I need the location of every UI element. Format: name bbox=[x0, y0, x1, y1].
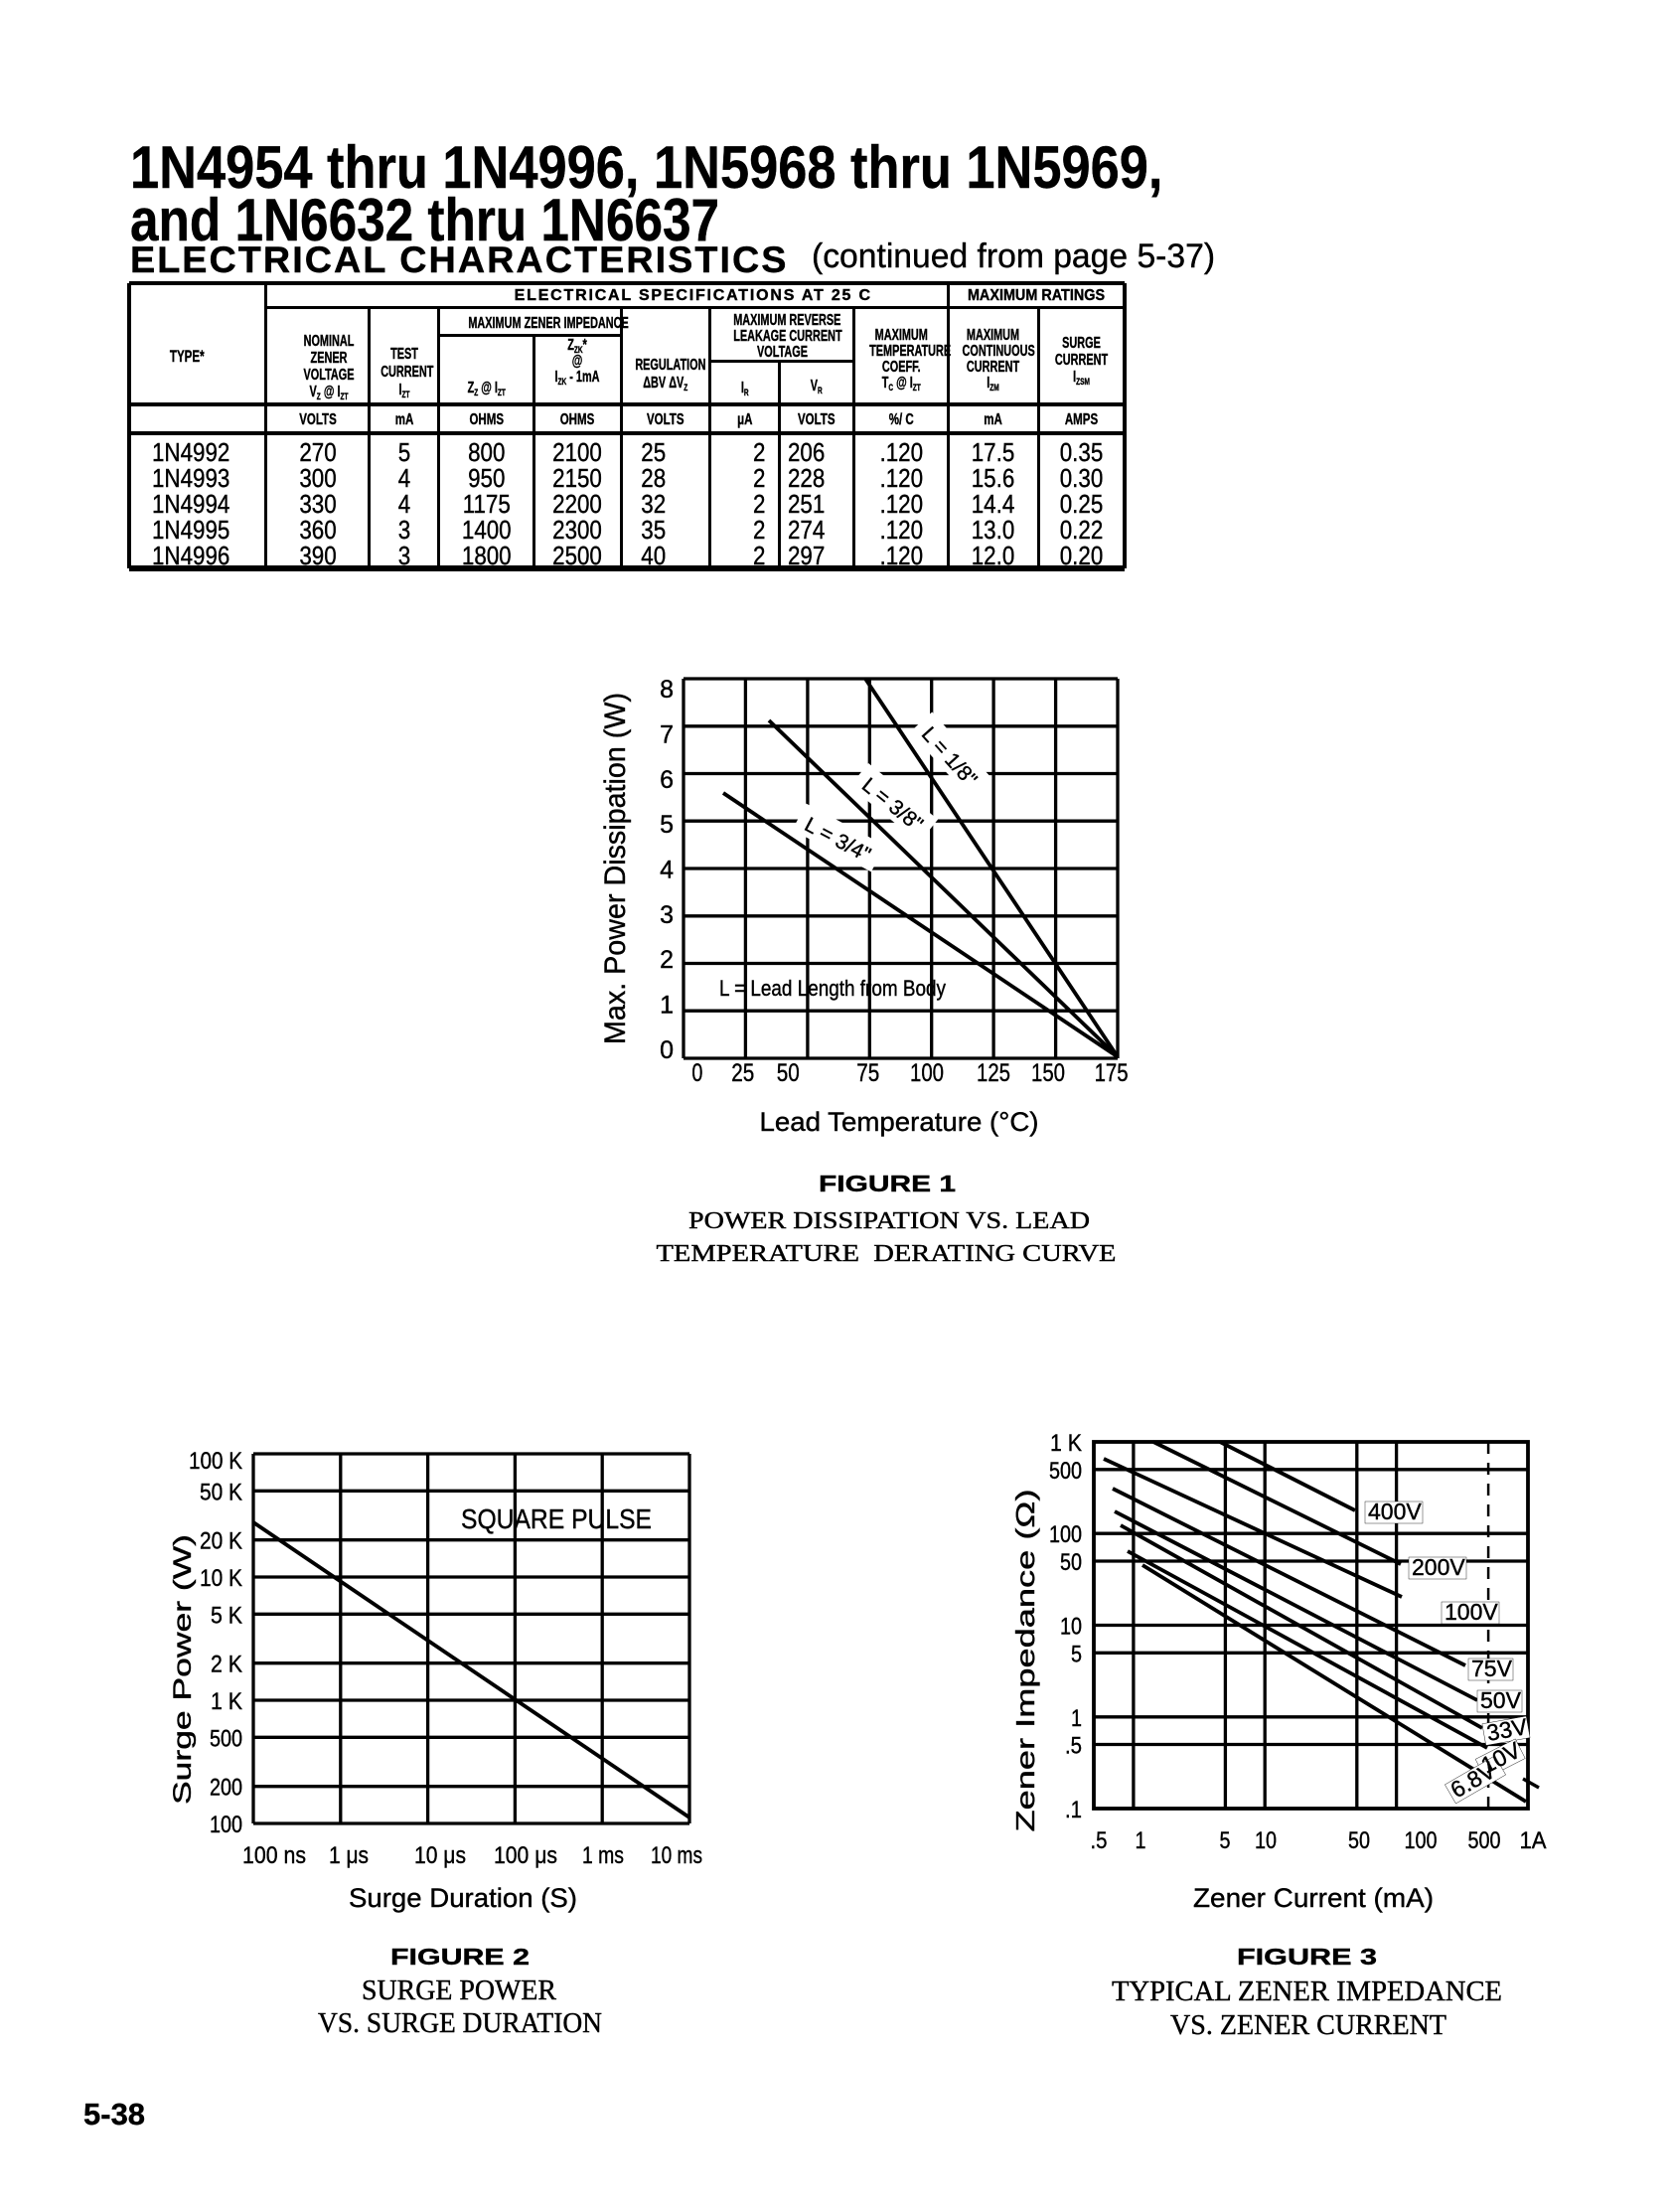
svg-text:.5: .5 bbox=[1091, 1827, 1108, 1854]
svg-text:1 K: 1 K bbox=[211, 1688, 242, 1715]
svg-text:5: 5 bbox=[660, 811, 674, 839]
svg-text:200: 200 bbox=[210, 1775, 242, 1802]
svg-text:2 K: 2 K bbox=[211, 1652, 242, 1678]
svg-text:1 μs: 1 μs bbox=[329, 1842, 369, 1869]
svg-text:SQUARE PULSE: SQUARE PULSE bbox=[461, 1503, 652, 1534]
svg-text:100 K: 100 K bbox=[189, 1448, 242, 1475]
svg-text:Surge Duration (S): Surge Duration (S) bbox=[349, 1883, 577, 1913]
svg-text:50V: 50V bbox=[1480, 1687, 1522, 1713]
svg-text:100 ns: 100 ns bbox=[242, 1842, 306, 1869]
svg-text:8: 8 bbox=[660, 676, 674, 704]
svg-text:175: 175 bbox=[1095, 1059, 1129, 1087]
svg-text:Max. Power Dissipation (W): Max. Power Dissipation (W) bbox=[599, 693, 632, 1044]
svg-text:TYPICAL ZENER IMPEDANCE: TYPICAL ZENER IMPEDANCE bbox=[1112, 1976, 1502, 2007]
svg-text:VS. ZENER CURRENT: VS. ZENER CURRENT bbox=[1170, 2010, 1446, 2041]
svg-text:1 K: 1 K bbox=[1050, 1430, 1082, 1457]
svg-text:25: 25 bbox=[731, 1059, 754, 1087]
svg-text:1A: 1A bbox=[1520, 1827, 1547, 1854]
svg-text:125: 125 bbox=[977, 1059, 1010, 1087]
svg-text:TEMPERATURE DERATING CURVE: TEMPERATURE DERATING CURVE bbox=[657, 1241, 1117, 1267]
svg-text:100: 100 bbox=[210, 1812, 242, 1838]
svg-text:1: 1 bbox=[1136, 1827, 1146, 1854]
svg-text:0: 0 bbox=[660, 1036, 674, 1064]
svg-text:10 μs: 10 μs bbox=[414, 1842, 466, 1869]
svg-text:100: 100 bbox=[910, 1059, 944, 1087]
svg-text:.1: .1 bbox=[1065, 1797, 1082, 1823]
svg-text:150: 150 bbox=[1031, 1059, 1065, 1087]
svg-text:50: 50 bbox=[1348, 1827, 1370, 1854]
svg-text:L = Lead Length from Body: L = Lead Length from Body bbox=[719, 976, 946, 1001]
svg-text:VS. SURGE DURATION: VS. SURGE DURATION bbox=[318, 2008, 602, 2039]
svg-text:FIGURE 3: FIGURE 3 bbox=[1237, 1944, 1377, 1970]
svg-text:4: 4 bbox=[660, 857, 674, 884]
svg-text:Zener Current (mA): Zener Current (mA) bbox=[1193, 1883, 1434, 1913]
svg-text:5: 5 bbox=[1071, 1641, 1082, 1667]
svg-text:20 K: 20 K bbox=[200, 1528, 242, 1555]
svg-text:FIGURE 2: FIGURE 2 bbox=[390, 1944, 530, 1970]
svg-text:400V: 400V bbox=[1368, 1499, 1422, 1524]
svg-text:500: 500 bbox=[1468, 1827, 1501, 1854]
svg-text:3: 3 bbox=[660, 901, 674, 929]
svg-text:100: 100 bbox=[1405, 1827, 1438, 1854]
svg-text:100 μs: 100 μs bbox=[494, 1842, 557, 1869]
svg-text:50: 50 bbox=[1060, 1549, 1082, 1576]
svg-text:2: 2 bbox=[660, 946, 674, 974]
svg-text:1: 1 bbox=[660, 992, 674, 1020]
svg-text:50: 50 bbox=[777, 1059, 800, 1087]
svg-text:75V: 75V bbox=[1471, 1656, 1513, 1681]
svg-text:6: 6 bbox=[660, 766, 674, 794]
svg-text:Surge Power (W): Surge Power (W) bbox=[169, 1534, 197, 1805]
svg-text:75: 75 bbox=[856, 1059, 879, 1087]
svg-text:SURGE POWER: SURGE POWER bbox=[362, 1975, 556, 2006]
svg-text:Zener Impedance (Ω): Zener Impedance (Ω) bbox=[1010, 1490, 1040, 1832]
svg-text:1 ms: 1 ms bbox=[582, 1842, 624, 1869]
svg-text:100V: 100V bbox=[1445, 1599, 1498, 1625]
svg-text:5 K: 5 K bbox=[211, 1602, 242, 1629]
svg-text:10 K: 10 K bbox=[200, 1565, 242, 1592]
svg-text:100: 100 bbox=[1049, 1521, 1082, 1548]
svg-text:0: 0 bbox=[691, 1059, 702, 1087]
svg-text:1: 1 bbox=[1071, 1705, 1082, 1732]
svg-text:500: 500 bbox=[1049, 1458, 1082, 1485]
svg-text:POWER DISSIPATION VS. LEAD: POWER DISSIPATION VS. LEAD bbox=[688, 1208, 1090, 1234]
svg-text:200V: 200V bbox=[1412, 1554, 1465, 1580]
svg-text:5: 5 bbox=[1220, 1827, 1231, 1854]
svg-text:10: 10 bbox=[1060, 1614, 1082, 1641]
svg-text:FIGURE 1: FIGURE 1 bbox=[819, 1171, 956, 1196]
svg-text:Lead Temperature (°C): Lead Temperature (°C) bbox=[760, 1107, 1039, 1137]
svg-text:.5: .5 bbox=[1065, 1733, 1082, 1760]
svg-text:50 K: 50 K bbox=[200, 1479, 242, 1505]
svg-text:10: 10 bbox=[1255, 1827, 1277, 1854]
svg-text:500: 500 bbox=[210, 1725, 242, 1752]
svg-text:10 ms: 10 ms bbox=[651, 1842, 702, 1869]
svg-text:7: 7 bbox=[660, 720, 674, 748]
